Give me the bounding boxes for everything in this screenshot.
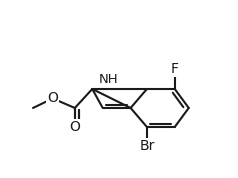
Text: O: O [47,91,58,106]
Text: F: F [171,62,179,76]
Text: Br: Br [139,139,154,153]
Text: NH: NH [99,73,118,86]
Text: O: O [69,120,80,134]
